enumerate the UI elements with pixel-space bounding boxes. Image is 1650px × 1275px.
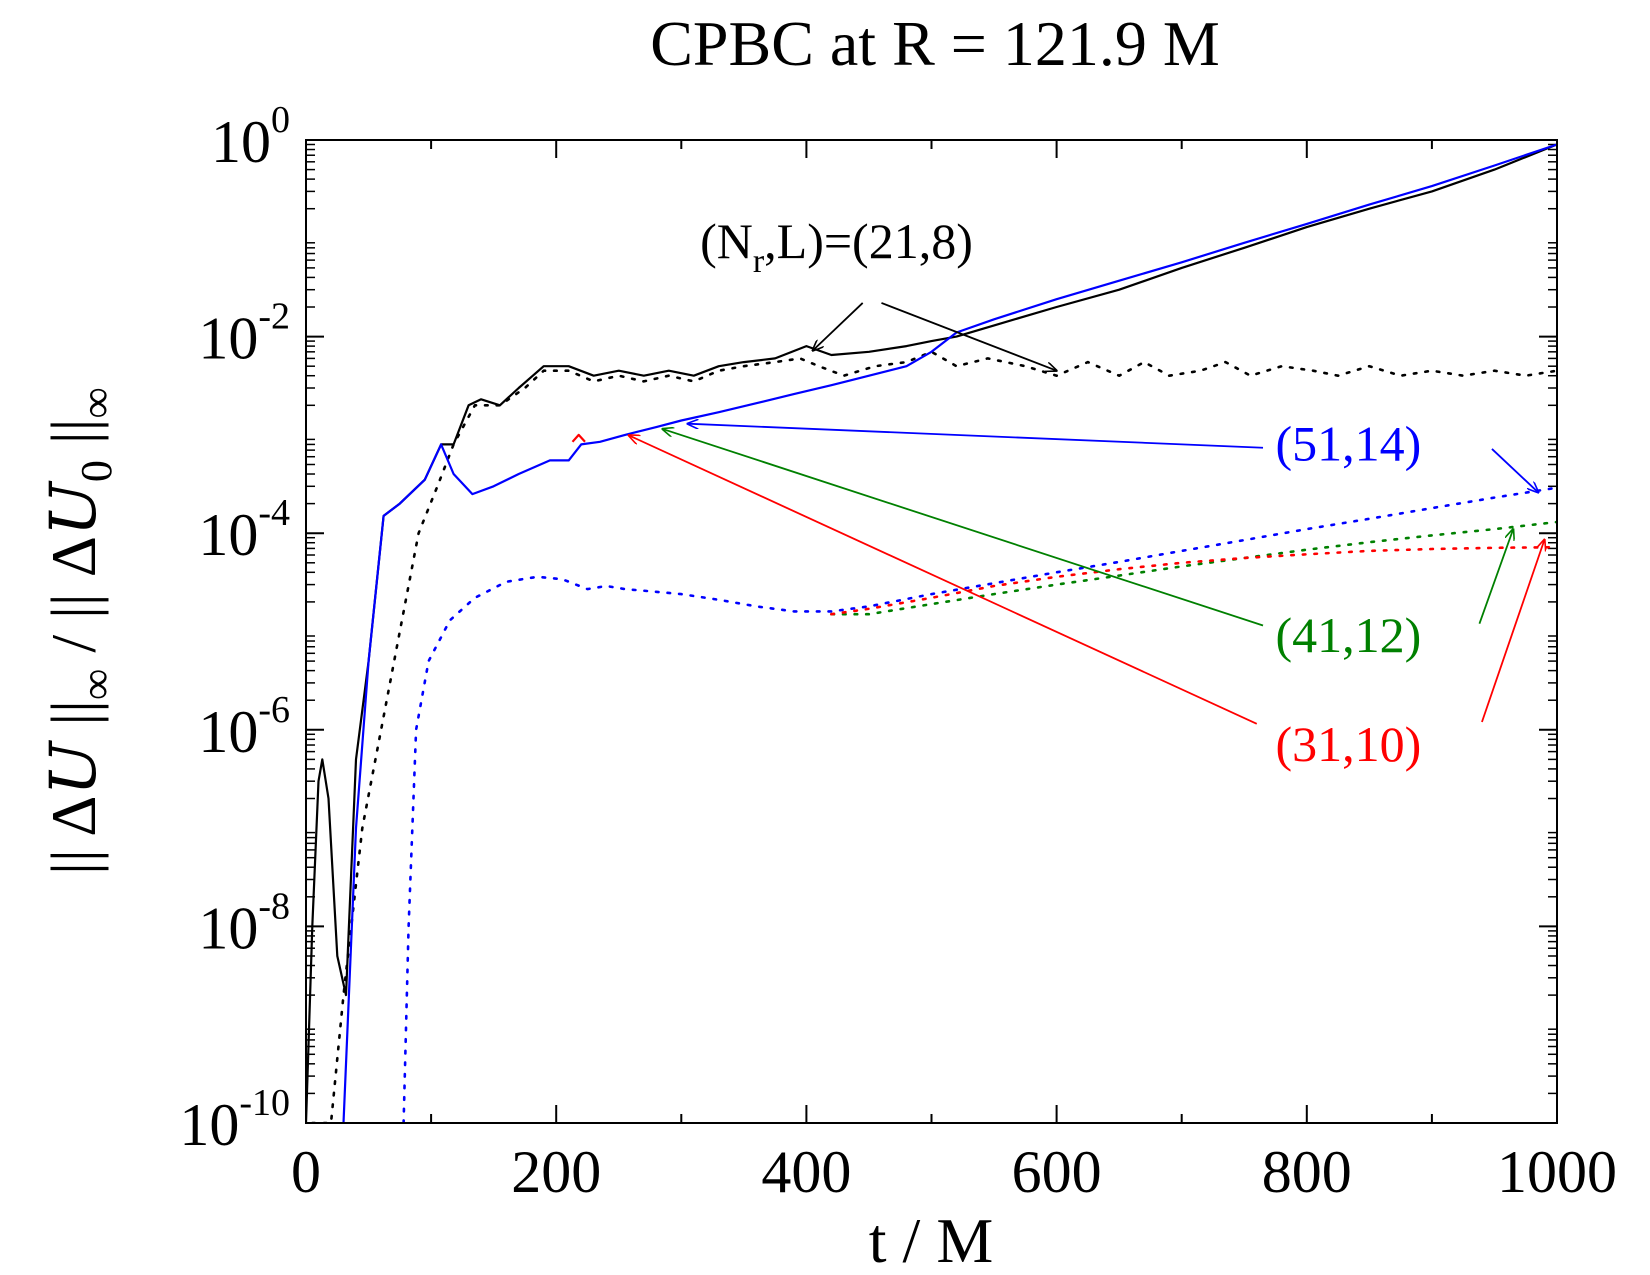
axis-ticks: 0 200 400 600 800 1000 100 10-2 10-4 10-6 10-8 10-1…: [179, 99, 1617, 1205]
x-axis-label: t / M: [869, 1205, 993, 1275]
x-tick-label: 800: [1262, 1139, 1352, 1205]
ann-21-8-label: (Nr,L)=(21,8): [700, 213, 973, 280]
x-tick-label: 200: [511, 1139, 601, 1205]
ann-41-12-label: (41,12): [1276, 607, 1422, 663]
series-group: [306, 143, 1557, 1123]
series-line-4: [402, 486, 1557, 1123]
y-tick-label: 100: [211, 99, 290, 175]
chart-title: CPBC at R = 121.9 M: [650, 8, 1220, 79]
x-tick-label: 0: [291, 1139, 321, 1205]
ann-51-14-arrow-1: [1491, 448, 1538, 492]
y-tick-label: 10-2: [198, 296, 290, 372]
ann-41-12-arrow-1: [1478, 529, 1513, 625]
ann-31-10-label: (31,10): [1276, 716, 1422, 772]
ann-31-10-arrow-0: [629, 435, 1258, 725]
y-tick-label: 10-10: [179, 1082, 290, 1158]
y-axis-label: || ΔU ||∞ / || ΔU0 ||∞: [37, 387, 121, 875]
ann-31-10-arrow-1: [1481, 540, 1545, 723]
x-tick-label: 600: [1012, 1139, 1102, 1205]
annotations: (Nr,L)=(21,8) (51,14) (41,12) (31,10): [629, 213, 1545, 772]
series-line-1: [311, 350, 1557, 1123]
y-tick-label: 10-8: [198, 885, 290, 961]
series-line-5: [830, 520, 1557, 616]
x-tick-label: 400: [761, 1139, 851, 1205]
series-line-6: [830, 545, 1557, 616]
ann-21-8-arrow-1: [881, 302, 1056, 371]
y-tick-label: 10-4: [198, 492, 290, 568]
plot-frame: [305, 139, 1558, 1124]
ann-41-12-arrow-0: [663, 429, 1264, 627]
y-tick-label: 10-6: [198, 689, 290, 765]
ann-21-8-arrow-0: [813, 302, 864, 351]
series-line-2: [571, 433, 586, 443]
series-line-0: [306, 143, 1557, 1123]
ann-51-14-label: (51,14): [1276, 415, 1422, 471]
series-line-3: [342, 143, 1557, 1123]
x-tick-label: 1000: [1497, 1139, 1617, 1205]
ann-51-14-arrow-0: [688, 424, 1264, 449]
